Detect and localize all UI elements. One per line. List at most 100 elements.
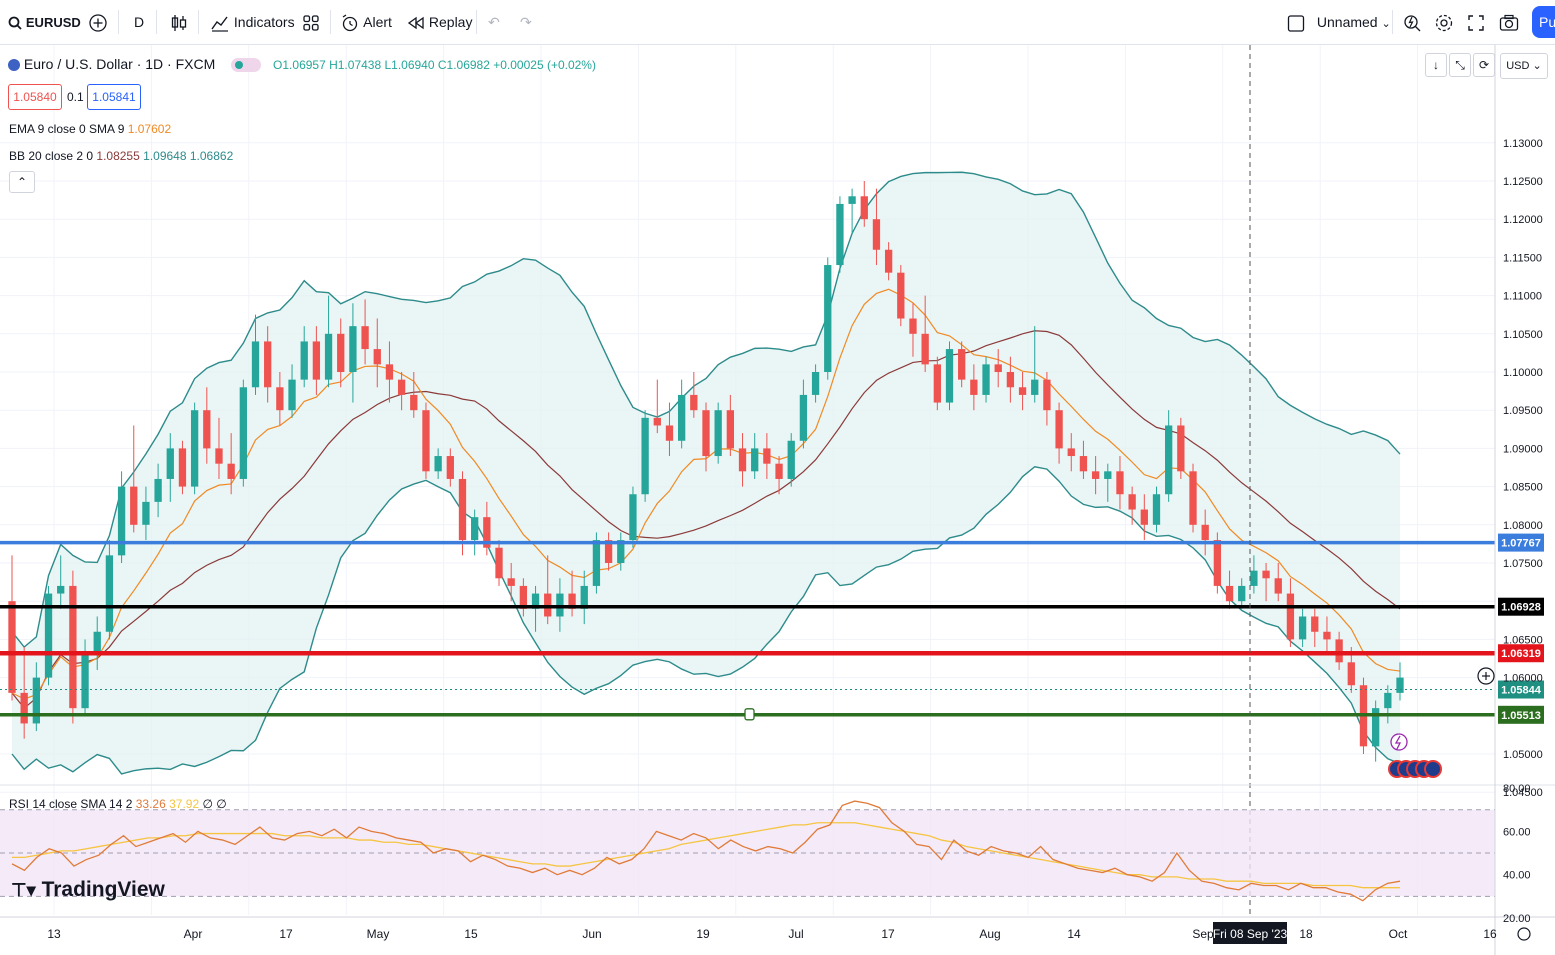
candle-body: [738, 448, 747, 472]
fullscreen-icon: [1467, 14, 1485, 31]
publish-button[interactable]: Pu: [1532, 6, 1555, 38]
candle-body: [531, 593, 540, 609]
layout-name-button[interactable]: Unnamed ⌄: [1287, 8, 1391, 36]
date-tick-label: 13: [47, 927, 61, 941]
euro-flag-icon: [8, 59, 20, 72]
candle-body: [933, 364, 941, 403]
settings-button[interactable]: [1434, 8, 1454, 36]
chart-type-button[interactable]: [170, 8, 188, 36]
candle: [872, 188, 881, 266]
candle: [276, 372, 284, 426]
candle-body: [763, 448, 771, 464]
candle-body: [1371, 708, 1380, 747]
chevron-down-icon: ⌄: [1381, 18, 1391, 30]
candle-body: [872, 219, 881, 250]
candle: [751, 433, 759, 479]
candle-body: [130, 486, 138, 525]
candle: [1335, 631, 1343, 670]
candle-body: [8, 601, 16, 693]
layout-name-label: Unnamed: [1316, 14, 1378, 30]
candle-body: [93, 631, 101, 655]
candle-body: [142, 501, 150, 525]
chart-legend-header: Euro / U.S. Dollar · 1D · FXCM O1.06957 …: [8, 56, 596, 73]
scroll-down-button[interactable]: ↓: [1425, 53, 1447, 77]
candle: [884, 242, 893, 281]
candle-body: [884, 249, 893, 273]
price-level-label: 1.06319: [1501, 648, 1541, 660]
collapse-legend-button[interactable]: ⌃: [9, 171, 35, 193]
candle-body: [909, 318, 917, 334]
candle-body: [397, 379, 406, 395]
candle-body: [1298, 616, 1307, 640]
candle: [1384, 685, 1392, 724]
symbol-title[interactable]: Euro / U.S. Dollar · 1D · FXCM: [23, 56, 216, 72]
quick-search-button[interactable]: [1402, 8, 1422, 36]
candle-body: [811, 372, 820, 395]
candle-body: [1031, 379, 1039, 395]
indicators-button[interactable]: Indicators: [210, 8, 295, 36]
rsi-tick-label: 80.00: [1503, 783, 1531, 795]
candle-body: [1140, 509, 1148, 525]
candle: [20, 647, 28, 739]
candle: [142, 486, 150, 541]
price-level-tag: [1498, 597, 1544, 616]
price-level-tag: [1498, 680, 1544, 699]
bb-legend[interactable]: BB 20 close 2 0 1.08255 1.09648 1.06862: [9, 149, 233, 163]
candle: [1250, 555, 1258, 594]
refresh-button[interactable]: ⟳: [1473, 53, 1495, 77]
candle: [385, 341, 394, 403]
price-level-tag: [1498, 705, 1544, 724]
candle: [1091, 456, 1100, 495]
candle-body: [1067, 448, 1075, 457]
candle: [1262, 563, 1270, 602]
chart-canvas[interactable]: 1.07767 1.06928 1.06319 1.05844 1.05513 1.13…: [0, 45, 1555, 955]
rsi-tick-label: 60.00: [1503, 826, 1531, 838]
candle: [531, 585, 540, 632]
date-tick-label: Sep: [1192, 927, 1214, 941]
candle-body: [154, 478, 162, 502]
symbol-search[interactable]: EURUSD: [8, 8, 81, 36]
candle: [203, 387, 211, 464]
bb-upper-line: [11, 171, 1401, 649]
candle-body: [276, 387, 284, 411]
candle-body: [1396, 677, 1404, 693]
candle: [994, 349, 1002, 388]
snapshot-button[interactable]: [1499, 8, 1519, 36]
sell-button[interactable]: 1.05840: [8, 84, 62, 110]
collapse-pane-button[interactable]: ⤡: [1449, 53, 1471, 77]
buy-button[interactable]: 1.05841: [87, 84, 141, 110]
candle-body: [410, 394, 418, 411]
candle: [811, 364, 820, 403]
candle: [1055, 402, 1063, 464]
redo-button[interactable]: ↷: [520, 8, 532, 36]
axis-settings-icon: [1517, 927, 1531, 941]
fullscreen-button[interactable]: [1467, 8, 1485, 36]
date-tick-label: Jul: [788, 927, 803, 941]
indicators-label: Indicators: [233, 14, 295, 30]
brand-label: TradingView: [41, 878, 165, 901]
replay-button[interactable]: Replay: [407, 8, 472, 36]
price-tick-label: 1.07500: [1503, 558, 1543, 570]
interval-button[interactable]: D: [134, 14, 145, 30]
candle-body: [970, 379, 978, 395]
candle-body: [1091, 471, 1100, 479]
rsi-label: RSI 14 close SMA 14 2: [9, 797, 133, 811]
alert-button[interactable]: Alert: [340, 8, 392, 36]
rsi-legend[interactable]: RSI 14 close SMA 14 2 33.26 37.92 ∅ ∅: [9, 797, 227, 811]
top-toolbar: EURUSD D Indicators Alert Replay ↶ ↷ Unn…: [0, 0, 1555, 45]
candle-body: [897, 272, 905, 319]
candle: [178, 440, 187, 495]
candle: [653, 379, 661, 434]
ema-legend[interactable]: EMA 9 close 0 SMA 9 1.07602: [9, 122, 171, 136]
candle: [1031, 326, 1039, 403]
layouts-button[interactable]: [302, 8, 320, 36]
price-tick-label: 1.05000: [1503, 749, 1543, 761]
bb-label: BB 20 close 2 0: [9, 149, 94, 163]
candle: [215, 417, 223, 479]
currency-select[interactable]: USD ⌄: [1500, 53, 1548, 79]
candle-body: [787, 440, 795, 479]
rsi-value: 33.26: [135, 797, 166, 811]
compare-symbol-button[interactable]: [88, 8, 108, 36]
candle: [836, 196, 844, 273]
undo-button[interactable]: ↶: [488, 8, 500, 36]
